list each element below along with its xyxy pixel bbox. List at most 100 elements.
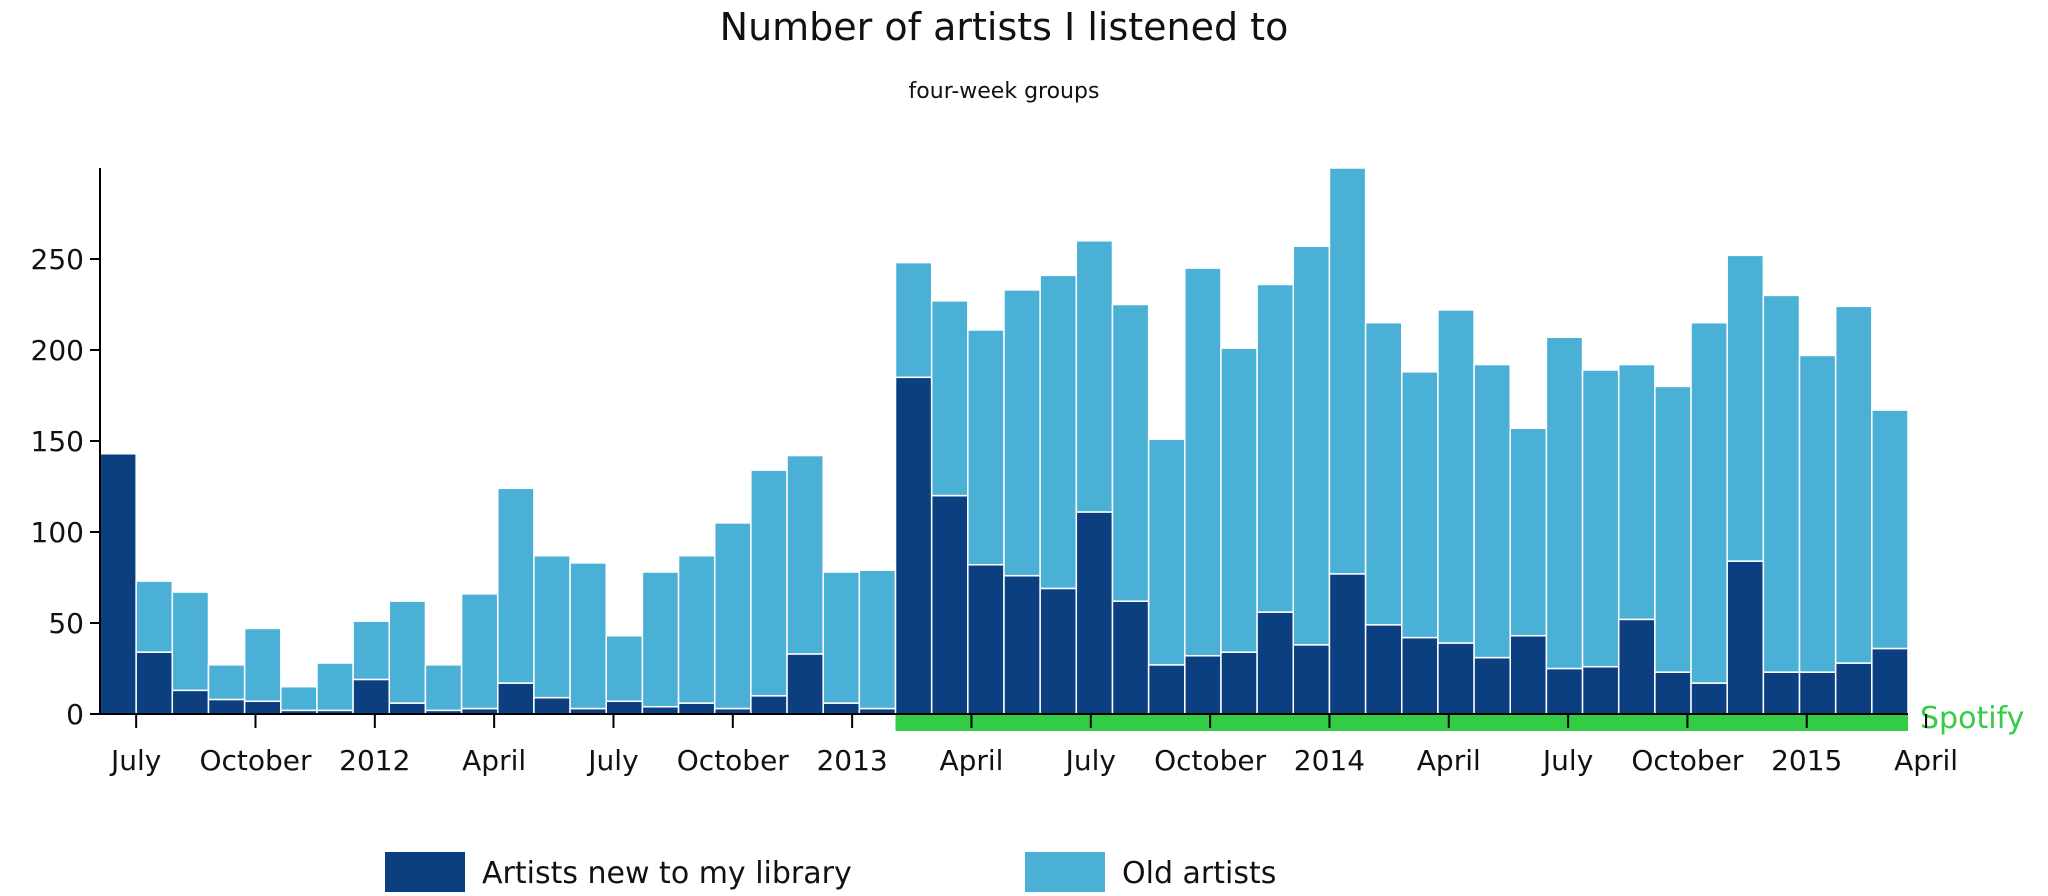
bar-old-artists — [930, 300, 969, 497]
bar-new-artists — [1654, 671, 1692, 715]
x-tick-label: April — [1417, 744, 1481, 777]
bar-old-artists — [1545, 336, 1584, 670]
bar-old-artists — [1509, 427, 1548, 637]
bar-old-artists — [1328, 167, 1367, 575]
bar-new-artists — [1401, 636, 1439, 715]
bar-old-artists — [1003, 289, 1041, 577]
bar-old-artists — [460, 593, 499, 710]
bar-old-artists — [641, 571, 680, 708]
legend-label: Artists new to my library — [482, 856, 852, 891]
x-tick-label: July — [1064, 744, 1116, 777]
bar-old-artists — [1798, 354, 1837, 673]
bar-old-artists — [533, 554, 571, 699]
bar-old-artists — [497, 487, 535, 684]
bar-old-artists — [822, 571, 861, 704]
bar-old-artists — [352, 620, 391, 681]
bar-new-artists — [388, 702, 427, 715]
bar-new-artists — [605, 700, 644, 715]
x-tick-label: October — [1631, 744, 1744, 777]
bar-new-artists — [1581, 665, 1620, 715]
bar-new-artists — [677, 702, 716, 715]
x-tick-label: 2012 — [339, 744, 410, 777]
bar-new-artists — [1039, 587, 1078, 715]
chart-title: Number of artists I listened to — [720, 5, 1289, 49]
bar-old-artists — [967, 329, 1005, 566]
bar-old-artists — [171, 591, 210, 692]
bar-new-artists — [1437, 642, 1475, 715]
bar-old-artists — [1401, 371, 1439, 639]
bar-new-artists — [1762, 671, 1801, 715]
bar-old-artists — [1871, 409, 1909, 650]
x-tick-label: April — [939, 744, 1003, 777]
bar-old-artists — [280, 685, 318, 712]
bar-new-artists — [1834, 662, 1873, 715]
bar-new-artists — [1075, 511, 1114, 715]
bar-old-artists — [786, 454, 824, 655]
bar-new-artists — [1871, 647, 1909, 715]
bar-new-artists — [1473, 656, 1511, 715]
bar-old-artists — [750, 469, 788, 697]
bar-new-artists — [243, 700, 282, 715]
x-tick-label: April — [1894, 744, 1958, 777]
chart-subtitle: four-week groups — [909, 79, 1100, 104]
y-tick-label: 200 — [31, 334, 84, 367]
bar-old-artists — [1654, 385, 1692, 673]
bar-old-artists — [1292, 245, 1331, 646]
bars-group — [99, 167, 1909, 715]
bar-new-artists — [1147, 664, 1186, 715]
y-tick-label: 50 — [48, 607, 84, 640]
bar-new-artists — [750, 695, 788, 715]
bar-old-artists — [677, 554, 716, 704]
bar-old-artists — [316, 662, 354, 712]
bar-new-artists — [967, 564, 1005, 715]
bar-old-artists — [1762, 294, 1801, 673]
x-tick-label: October — [1154, 744, 1267, 777]
bar-old-artists — [569, 562, 607, 710]
bar-new-artists — [207, 698, 246, 715]
spotify-band — [895, 715, 1908, 731]
bar-old-artists — [1617, 363, 1656, 621]
bar-old-artists — [424, 664, 463, 712]
bar-new-artists — [641, 705, 680, 715]
legend: Artists new to my library Old artists — [385, 852, 1276, 892]
bar-new-artists — [352, 678, 391, 715]
bar-new-artists — [894, 376, 933, 715]
y-tick-label: 250 — [31, 243, 84, 276]
bar-new-artists — [822, 702, 861, 715]
bar-old-artists — [1220, 347, 1258, 653]
y-tick-label: 100 — [31, 516, 84, 549]
bar-old-artists — [388, 600, 427, 704]
bar-new-artists — [930, 494, 969, 715]
legend-swatch — [385, 852, 465, 892]
bar-old-artists — [207, 664, 246, 701]
bar-old-artists — [1437, 309, 1475, 644]
bar-old-artists — [1039, 274, 1078, 590]
bar-new-artists — [1256, 611, 1295, 715]
bar-old-artists — [1690, 321, 1728, 684]
bar-new-artists — [1617, 618, 1656, 715]
bar-old-artists — [1364, 321, 1403, 626]
x-tick-label: 2015 — [1771, 744, 1842, 777]
bar-new-artists — [99, 452, 137, 715]
bar-new-artists — [1364, 624, 1403, 715]
bar-new-artists — [1690, 682, 1728, 715]
bar-new-artists — [786, 653, 824, 715]
bar-old-artists — [1726, 254, 1765, 562]
x-tick-label: July — [586, 744, 638, 777]
bar-new-artists — [135, 651, 174, 715]
bar-old-artists — [1473, 363, 1511, 659]
legend-swatch — [1025, 852, 1105, 892]
bar-new-artists — [1509, 634, 1548, 715]
bar-old-artists — [1111, 303, 1150, 602]
x-tick-label: July — [109, 744, 161, 777]
bar-new-artists — [1726, 560, 1765, 715]
bar-new-artists — [171, 689, 210, 715]
bar-new-artists — [1545, 667, 1584, 715]
bar-old-artists — [1256, 283, 1295, 613]
bar-new-artists — [1292, 644, 1331, 715]
bar-old-artists — [1147, 438, 1186, 666]
x-tick-label: July — [1541, 744, 1593, 777]
bar-old-artists — [605, 634, 644, 703]
